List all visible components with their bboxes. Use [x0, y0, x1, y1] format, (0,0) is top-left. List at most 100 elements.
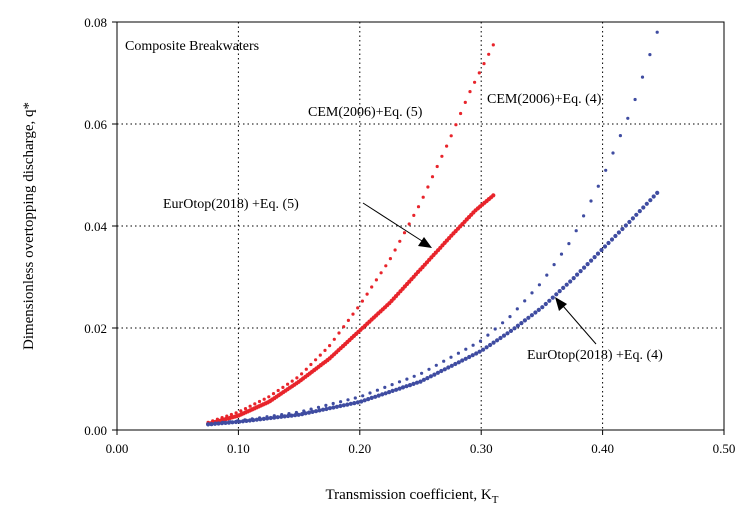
series-4-point [400, 385, 406, 390]
series-4-point [554, 292, 559, 297]
series-4-point [495, 338, 500, 343]
series-1-point [300, 372, 304, 376]
series-4-point [355, 400, 360, 405]
series-1-point [351, 312, 355, 316]
series-4-point [428, 374, 433, 379]
series-1-point [435, 164, 439, 169]
series-1-point [445, 144, 449, 148]
series-4-point [425, 376, 430, 381]
series-1-point [421, 195, 425, 199]
series-1-point [276, 388, 280, 393]
series-3-point [523, 299, 527, 303]
series-4-point [491, 340, 496, 345]
series-4-point [362, 398, 367, 403]
series-1-point [482, 62, 486, 66]
series-3-point [611, 151, 615, 155]
series-3-point [530, 291, 534, 295]
series-3-point [537, 283, 542, 287]
series-3-point [353, 396, 357, 400]
arrow-eurotop-eq4-shaft [562, 305, 597, 345]
series-1-point [468, 90, 472, 94]
series-4-point [380, 392, 385, 397]
series-1-point [416, 205, 421, 209]
series-4-point [585, 262, 590, 267]
grid [117, 22, 724, 430]
x-tick-label: 0.40 [591, 441, 614, 456]
y-tick-label: 0.00 [84, 423, 107, 438]
series-1-point [328, 344, 332, 348]
series-3-point [640, 75, 645, 79]
series-3-point [434, 363, 438, 367]
series-4-point [432, 372, 437, 377]
series-1-point [286, 382, 290, 386]
series-4-point [397, 386, 402, 391]
series-4-point [463, 356, 468, 361]
series-4-point [289, 413, 294, 418]
series-3-point [427, 367, 431, 371]
series-4-point [630, 216, 636, 221]
series-4-point [254, 417, 259, 422]
series-4-point [369, 395, 374, 400]
series-1-point [449, 134, 453, 138]
series-3-point [582, 214, 586, 218]
series-4-point [606, 240, 611, 246]
series-4-point [272, 415, 277, 420]
series-3-point [412, 374, 416, 378]
series-4-point [387, 390, 392, 395]
series-1-point [393, 248, 397, 252]
series-4-point [411, 381, 416, 386]
series-4-point [407, 383, 413, 388]
annotation-eurotop-eq4: EurOtop(2018) +Eq. (4) [527, 348, 663, 363]
series-3-point [655, 30, 659, 34]
series-3-point [545, 273, 549, 277]
series-3-point [420, 371, 424, 375]
series-4-point [334, 404, 339, 409]
series-1-point [323, 348, 327, 352]
y-axis-title: Dimensionless overtopping discharge, q* [21, 102, 37, 350]
x-tick-label: 0.20 [348, 441, 371, 456]
series-4-point [501, 333, 507, 338]
series-3-point [383, 385, 387, 389]
series-4-point [209, 422, 214, 427]
series-3-point [589, 199, 593, 203]
series-3-point [604, 168, 608, 172]
series-3-point [493, 327, 497, 331]
series-4-point [268, 415, 273, 421]
series-4-point [613, 233, 618, 239]
series-4-point [258, 417, 263, 422]
series-3-point [368, 391, 372, 395]
series-1-point [346, 318, 350, 322]
series-2-point [491, 193, 496, 198]
series-4-point [327, 406, 332, 411]
series-3 [206, 30, 659, 426]
series-4-point [310, 409, 315, 414]
series-4-point [439, 368, 444, 374]
series-4-point [373, 394, 378, 399]
series-1-point [253, 402, 257, 406]
series-4-point [498, 335, 503, 341]
series-4-point [564, 282, 569, 287]
series-4-point [244, 418, 249, 423]
series-4-point [453, 361, 458, 367]
series-3-point [618, 134, 623, 138]
series-4-point [449, 363, 454, 368]
series-1-point [234, 411, 238, 415]
series-4-point [526, 315, 531, 320]
series-4-point [620, 226, 625, 232]
series-1-point [309, 362, 313, 367]
series-4-point [390, 388, 395, 393]
series-4-point [446, 365, 451, 370]
series-4-point [519, 321, 524, 326]
series-1-point [473, 80, 477, 84]
series-4-point [331, 405, 336, 410]
series-3-point [626, 116, 630, 120]
arrow-eurotop-eq5-shaft [362, 202, 423, 242]
series-4-point [223, 420, 228, 425]
series-3-point [405, 377, 409, 381]
series-3-point [478, 339, 483, 343]
series-4-point [300, 412, 305, 417]
series-4-point [435, 370, 440, 375]
series-4-point [623, 223, 629, 228]
series-3-point [397, 380, 402, 384]
series-3-point [471, 343, 475, 347]
